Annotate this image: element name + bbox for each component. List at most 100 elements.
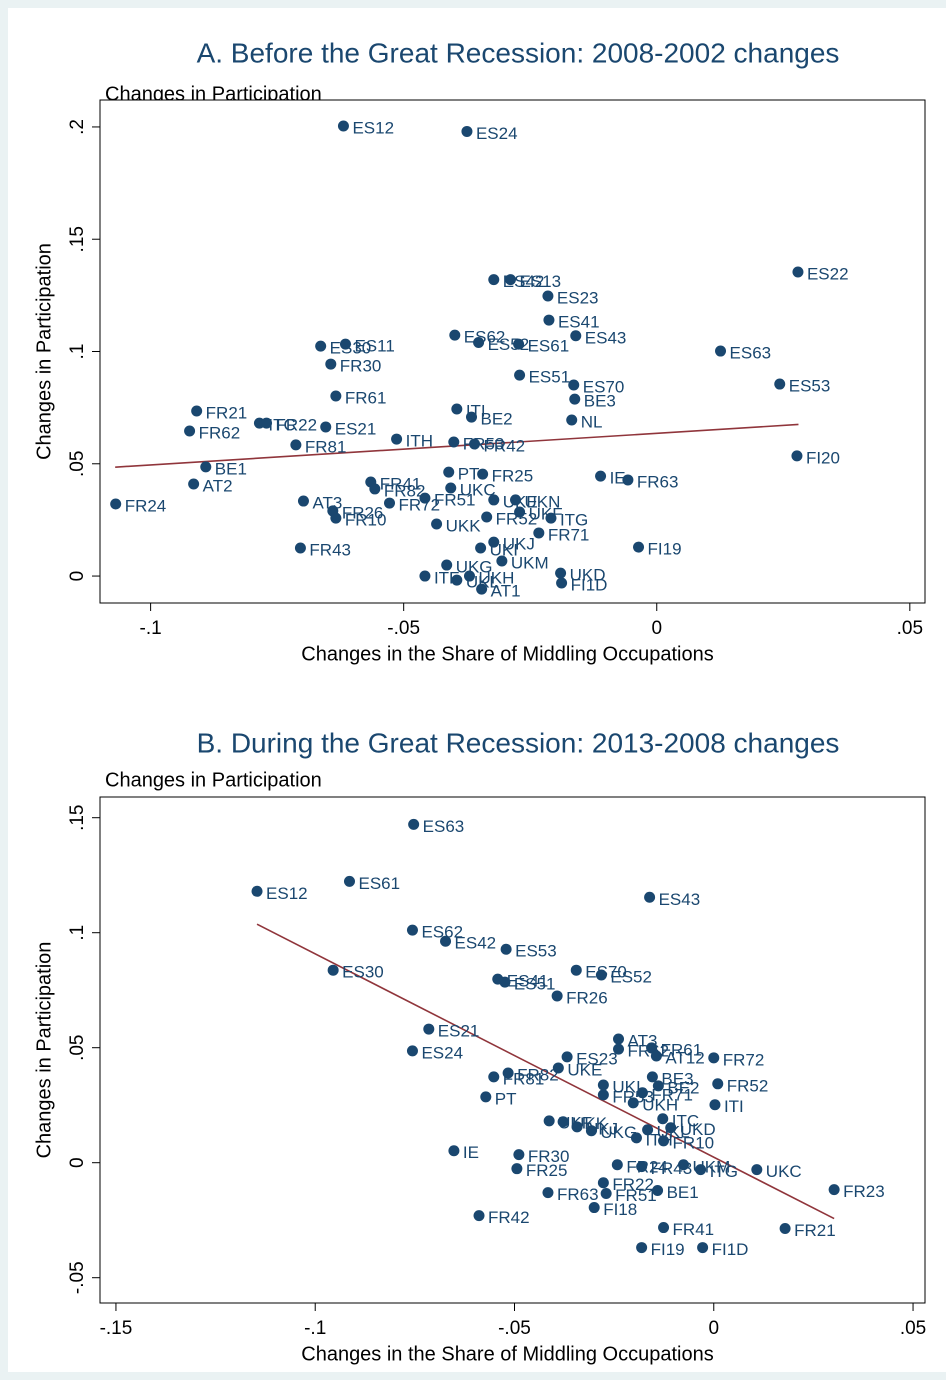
- point-label: FR82: [384, 481, 426, 500]
- point: [440, 935, 452, 947]
- point: [644, 891, 656, 903]
- point-label: PT: [495, 1089, 517, 1108]
- point: [646, 1042, 658, 1054]
- point: [500, 943, 512, 955]
- point-label: UKM: [511, 553, 549, 572]
- point-label: FR52: [496, 509, 538, 528]
- point: [514, 506, 526, 518]
- point: [658, 1222, 670, 1234]
- point: [569, 393, 581, 405]
- point: [588, 1202, 600, 1214]
- y-tick-label: .05: [67, 1034, 88, 1060]
- point: [791, 450, 803, 462]
- point-label: ITG: [560, 511, 588, 530]
- point-label: UKJ: [503, 535, 535, 554]
- point: [431, 518, 443, 530]
- point-label: UKI: [490, 540, 518, 559]
- point-label: FI1D: [571, 575, 608, 594]
- point: [715, 345, 727, 357]
- point-label: ITH: [645, 1130, 672, 1149]
- point-label: BE3: [661, 1069, 693, 1088]
- point-label: AT1: [491, 582, 521, 601]
- point: [708, 1052, 720, 1064]
- x-tick-label: -.05: [387, 618, 420, 639]
- y-tick-label: .1: [67, 925, 88, 941]
- point-label: UKN: [525, 492, 561, 511]
- point-label: ITI: [724, 1097, 744, 1116]
- point-label: ES43: [585, 328, 627, 347]
- point: [473, 337, 485, 349]
- point-label: ES12: [266, 884, 308, 903]
- point: [622, 474, 634, 486]
- point-label: FI19: [651, 1240, 685, 1259]
- x-tick-label: -.1: [304, 1318, 326, 1339]
- point-label: UKG: [600, 1123, 637, 1142]
- point: [488, 1071, 500, 1083]
- point-label: FR22: [276, 416, 318, 435]
- point-label: FR82: [517, 1065, 559, 1084]
- point-label: FR25: [526, 1161, 568, 1180]
- point: [627, 1097, 639, 1109]
- point: [200, 461, 212, 473]
- point: [543, 314, 555, 326]
- point: [595, 969, 607, 981]
- point: [330, 390, 342, 402]
- point-label: FR21: [206, 403, 248, 422]
- point-label: FR62: [199, 423, 241, 442]
- point-label: ITH: [406, 432, 433, 451]
- y-tick-label: .15: [67, 226, 88, 252]
- point: [110, 498, 122, 510]
- point: [496, 555, 508, 567]
- point: [542, 1187, 554, 1199]
- point-label: ES21: [438, 1022, 480, 1041]
- point-label: ITC: [672, 1111, 699, 1130]
- point: [441, 559, 453, 571]
- point: [650, 1050, 662, 1062]
- point: [751, 1164, 763, 1176]
- subtitle: Changes in Participation: [105, 769, 322, 791]
- x-tick-label: 0: [651, 618, 662, 639]
- point: [419, 492, 431, 504]
- point-label: FR24: [125, 496, 167, 515]
- point-label: ES61: [528, 337, 570, 356]
- y-axis-title: Changes in Participation: [33, 942, 55, 1159]
- point: [369, 483, 381, 495]
- point-label: BE1: [667, 1183, 699, 1202]
- point: [391, 433, 403, 445]
- point: [488, 494, 500, 506]
- point: [697, 1242, 709, 1254]
- point-label: ES23: [557, 289, 599, 308]
- point-label: FR61: [661, 1040, 703, 1059]
- y-tick-label: .2: [67, 119, 88, 135]
- point-label: FR41: [380, 474, 422, 493]
- point: [451, 403, 463, 415]
- point: [542, 290, 554, 302]
- point: [419, 570, 431, 582]
- point-label: FR43: [309, 540, 351, 559]
- y-tick-label: -.05: [67, 1261, 88, 1294]
- point: [566, 414, 578, 426]
- point: [556, 577, 568, 589]
- point-label: FR30: [528, 1147, 570, 1166]
- point-label: BE1: [215, 459, 247, 478]
- point-label: ES52: [610, 968, 652, 987]
- point-label: FR61: [345, 388, 387, 407]
- point: [463, 570, 475, 582]
- point: [636, 1242, 648, 1254]
- point-label: ES61: [358, 874, 400, 893]
- point-label: UKC: [766, 1162, 802, 1181]
- point: [636, 1087, 648, 1099]
- point: [406, 924, 418, 936]
- point-label: ES53: [515, 942, 557, 961]
- point-label: UKK: [446, 516, 482, 535]
- point: [475, 542, 487, 554]
- point: [327, 964, 339, 976]
- point: [502, 1067, 514, 1079]
- point: [488, 536, 500, 548]
- point: [513, 1149, 525, 1161]
- point: [294, 542, 306, 554]
- point-label: NL: [581, 412, 603, 431]
- point: [642, 1124, 654, 1136]
- point-label: FR10: [673, 1133, 715, 1152]
